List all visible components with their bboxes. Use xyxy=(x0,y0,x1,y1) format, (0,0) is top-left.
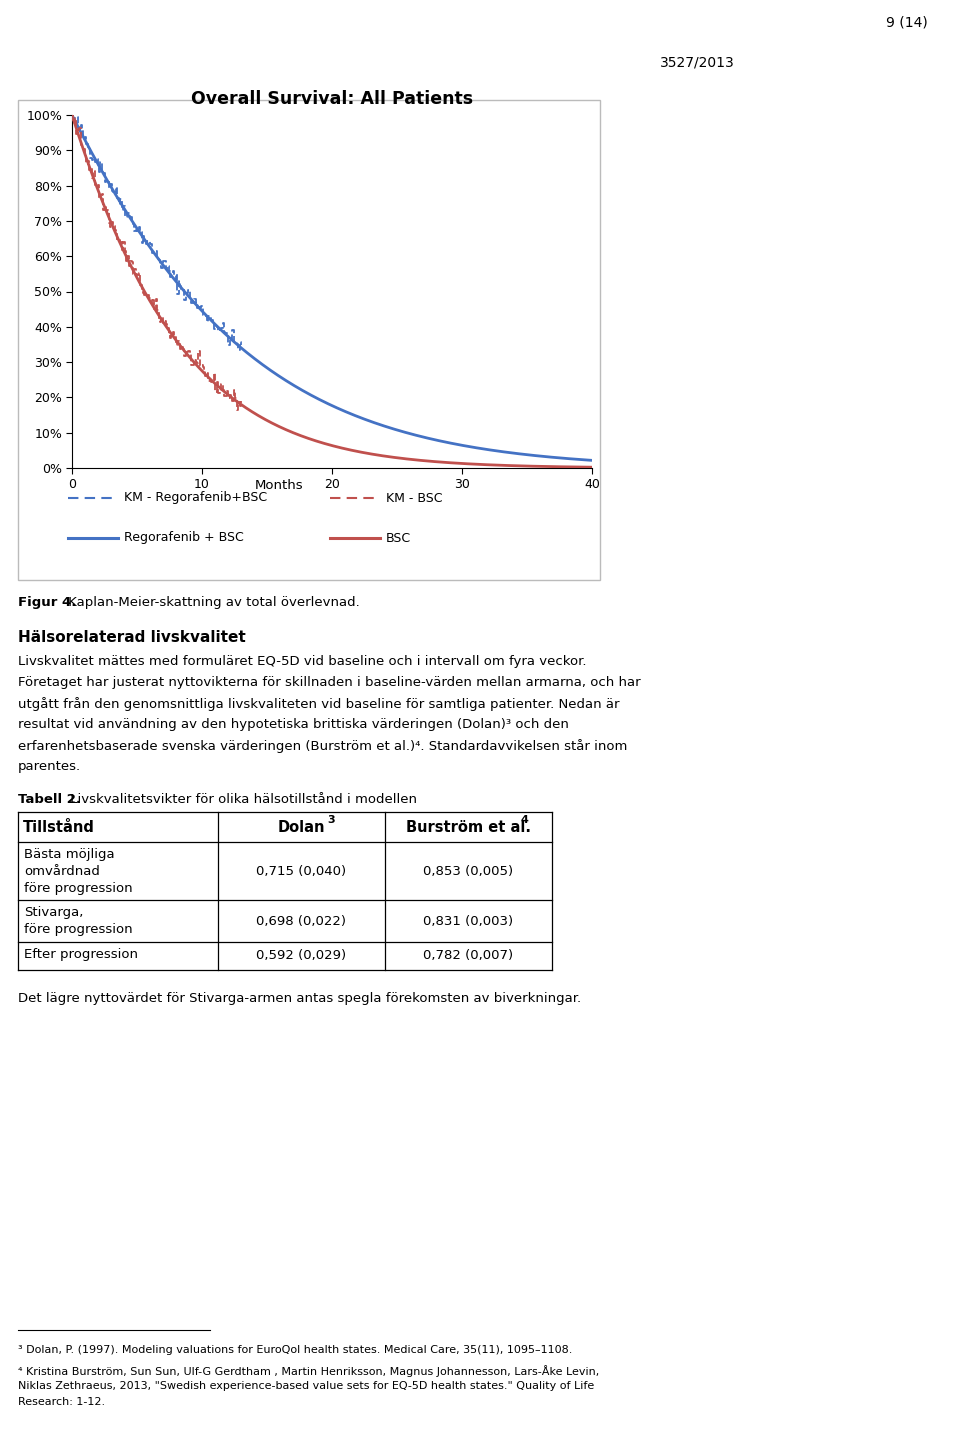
Text: Livskvalitetsvikter för olika hälsotillstånd i modellen: Livskvalitetsvikter för olika hälsotills… xyxy=(66,793,417,806)
Text: erfarenhetsbaserade svenska värderingen (Burström et al.)⁴. Standardavvikelsen s: erfarenhetsbaserade svenska värderingen … xyxy=(18,739,628,752)
Text: före progression: före progression xyxy=(24,882,132,895)
Text: Months: Months xyxy=(254,479,303,492)
Text: resultat vid användning av den hypotetiska brittiska värderingen (Dolan)³ och de: resultat vid användning av den hypotetis… xyxy=(18,718,569,731)
Text: Research: 1-12.: Research: 1-12. xyxy=(18,1396,106,1406)
Text: 0,782 (0,007): 0,782 (0,007) xyxy=(423,950,514,963)
Text: Tillstånd: Tillstånd xyxy=(23,820,95,835)
Text: Figur 4.: Figur 4. xyxy=(18,596,77,609)
Text: Företaget har justerat nyttovikterna för skillnaden i baseline-värden mellan arm: Företaget har justerat nyttovikterna för… xyxy=(18,676,640,689)
Text: 0,831 (0,003): 0,831 (0,003) xyxy=(423,914,514,927)
Text: ³ Dolan, P. (1997). Modeling valuations for EuroQol health states. Medical Care,: ³ Dolan, P. (1997). Modeling valuations … xyxy=(18,1344,572,1354)
Text: KM - Regorafenib+BSC: KM - Regorafenib+BSC xyxy=(124,491,267,504)
Text: före progression: före progression xyxy=(24,923,132,936)
Title: Overall Survival: All Patients: Overall Survival: All Patients xyxy=(191,90,473,108)
Text: 0,698 (0,022): 0,698 (0,022) xyxy=(256,914,347,927)
Text: 0,853 (0,005): 0,853 (0,005) xyxy=(423,865,514,878)
Text: 9 (14): 9 (14) xyxy=(886,14,928,29)
Text: utgått från den genomsnittliga livskvaliteten vid baseline för samtliga patiente: utgått från den genomsnittliga livskvali… xyxy=(18,697,619,710)
Text: 0,715 (0,040): 0,715 (0,040) xyxy=(256,865,347,878)
Text: BSC: BSC xyxy=(386,531,411,544)
Text: 0,592 (0,029): 0,592 (0,029) xyxy=(256,950,347,963)
Text: Stivarga,: Stivarga, xyxy=(24,905,84,918)
Text: 3527/2013: 3527/2013 xyxy=(660,55,734,69)
Text: Regorafenib + BSC: Regorafenib + BSC xyxy=(124,531,244,544)
Text: Livskvalitet mättes med formuläret EQ-5D vid baseline och i intervall om fyra ve: Livskvalitet mättes med formuläret EQ-5D… xyxy=(18,656,587,669)
Text: parentes.: parentes. xyxy=(18,760,82,773)
Text: omvårdnad: omvårdnad xyxy=(24,865,100,878)
Text: Niklas Zethraeus, 2013, "Swedish experience-based value sets for EQ-5D health st: Niklas Zethraeus, 2013, "Swedish experie… xyxy=(18,1380,594,1391)
Text: Det lägre nyttovärdet för Stivarga-armen antas spegla förekomsten av biverkninga: Det lägre nyttovärdet för Stivarga-armen… xyxy=(18,992,581,1005)
Text: Kaplan-Meier-skattning av total överlevnad.: Kaplan-Meier-skattning av total överlevn… xyxy=(64,596,360,609)
Text: Efter progression: Efter progression xyxy=(24,949,138,962)
Text: Dolan: Dolan xyxy=(277,820,325,835)
Text: 4: 4 xyxy=(520,814,528,825)
Text: Hälsorelaterad livskvalitet: Hälsorelaterad livskvalitet xyxy=(18,630,246,645)
Bar xyxy=(18,100,600,580)
Text: Burström et al.: Burström et al. xyxy=(406,820,531,835)
Text: 3: 3 xyxy=(327,814,335,825)
Text: Tabell 2.: Tabell 2. xyxy=(18,793,81,806)
Text: ⁴ Kristina Burström, Sun Sun, Ulf-G Gerdtham , Martin Henriksson, Magnus Johanne: ⁴ Kristina Burström, Sun Sun, Ulf-G Gerd… xyxy=(18,1365,599,1378)
Text: Bästa möjliga: Bästa möjliga xyxy=(24,848,114,861)
Text: KM - BSC: KM - BSC xyxy=(386,491,443,504)
